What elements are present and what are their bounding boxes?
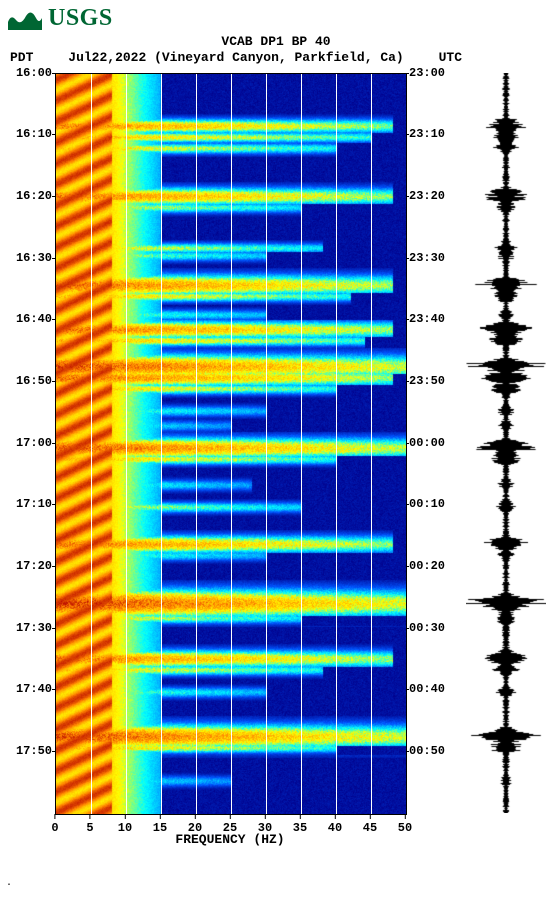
usgs-logo-text: USGS bbox=[48, 5, 113, 32]
chart-header: VCAB DP1 BP 40 PDT Jul22,2022 (Vineyard … bbox=[0, 34, 552, 67]
x-tick: 50 bbox=[398, 814, 412, 835]
x-tick: 5 bbox=[86, 814, 93, 835]
y-right-tick: 00:20 bbox=[409, 560, 454, 572]
y-right-tick: 00:10 bbox=[409, 498, 454, 510]
tz-left: PDT bbox=[10, 50, 33, 66]
y-right-tick: 23:30 bbox=[409, 252, 454, 264]
y-left-tick: 16:10 bbox=[0, 128, 52, 140]
x-tick: 45 bbox=[363, 814, 377, 835]
footer-mark: · bbox=[6, 880, 12, 891]
y-left-tick: 17:00 bbox=[0, 437, 52, 449]
y-left-tick: 17:40 bbox=[0, 683, 52, 695]
x-tick: 30 bbox=[258, 814, 272, 835]
y-right-tick: 23:50 bbox=[409, 375, 454, 387]
waveform-plot bbox=[466, 73, 546, 813]
y-right-tick: 00:40 bbox=[409, 683, 454, 695]
y-axis-left-pdt: 16:0016:1016:2016:3016:4016:5017:0017:10… bbox=[0, 73, 52, 813]
y-right-tick: 00:30 bbox=[409, 622, 454, 634]
spectrogram-plot bbox=[55, 73, 407, 815]
y-right-tick: 00:50 bbox=[409, 745, 454, 757]
y-right-tick: 00:00 bbox=[409, 437, 454, 449]
x-tick: 20 bbox=[188, 814, 202, 835]
waveform-canvas bbox=[466, 73, 546, 813]
usgs-wave-icon bbox=[8, 8, 42, 30]
x-tick: 35 bbox=[293, 814, 307, 835]
y-left-tick: 16:50 bbox=[0, 375, 52, 387]
x-tick: 15 bbox=[153, 814, 167, 835]
y-left-tick: 16:30 bbox=[0, 252, 52, 264]
x-tick: 40 bbox=[328, 814, 342, 835]
y-right-tick: 23:00 bbox=[409, 67, 454, 79]
y-left-tick: 16:40 bbox=[0, 313, 52, 325]
y-right-tick: 23:10 bbox=[409, 128, 454, 140]
y-left-tick: 17:20 bbox=[0, 560, 52, 572]
station-line: VCAB DP1 BP 40 bbox=[0, 34, 552, 50]
date-location: Jul22,2022 (Vineyard Canyon, Parkfield, … bbox=[68, 50, 403, 66]
y-left-tick: 17:50 bbox=[0, 745, 52, 757]
y-axis-right-utc: 23:0023:1023:2023:3023:4023:5000:0000:10… bbox=[409, 73, 454, 813]
y-left-tick: 17:30 bbox=[0, 622, 52, 634]
x-tick: 25 bbox=[223, 814, 237, 835]
y-right-tick: 23:40 bbox=[409, 313, 454, 325]
x-tick: 10 bbox=[118, 814, 132, 835]
y-left-tick: 16:20 bbox=[0, 190, 52, 202]
y-left-tick: 16:00 bbox=[0, 67, 52, 79]
x-axis-frequency: FREQUENCY (HZ) 05101520253035404550 bbox=[55, 814, 405, 848]
chart-area: 16:0016:1016:2016:3016:4016:5017:0017:10… bbox=[0, 73, 552, 853]
tz-right: UTC bbox=[439, 50, 462, 66]
x-tick: 0 bbox=[51, 814, 58, 835]
y-right-tick: 23:20 bbox=[409, 190, 454, 202]
usgs-logo: USGS bbox=[8, 5, 552, 32]
y-left-tick: 17:10 bbox=[0, 498, 52, 510]
